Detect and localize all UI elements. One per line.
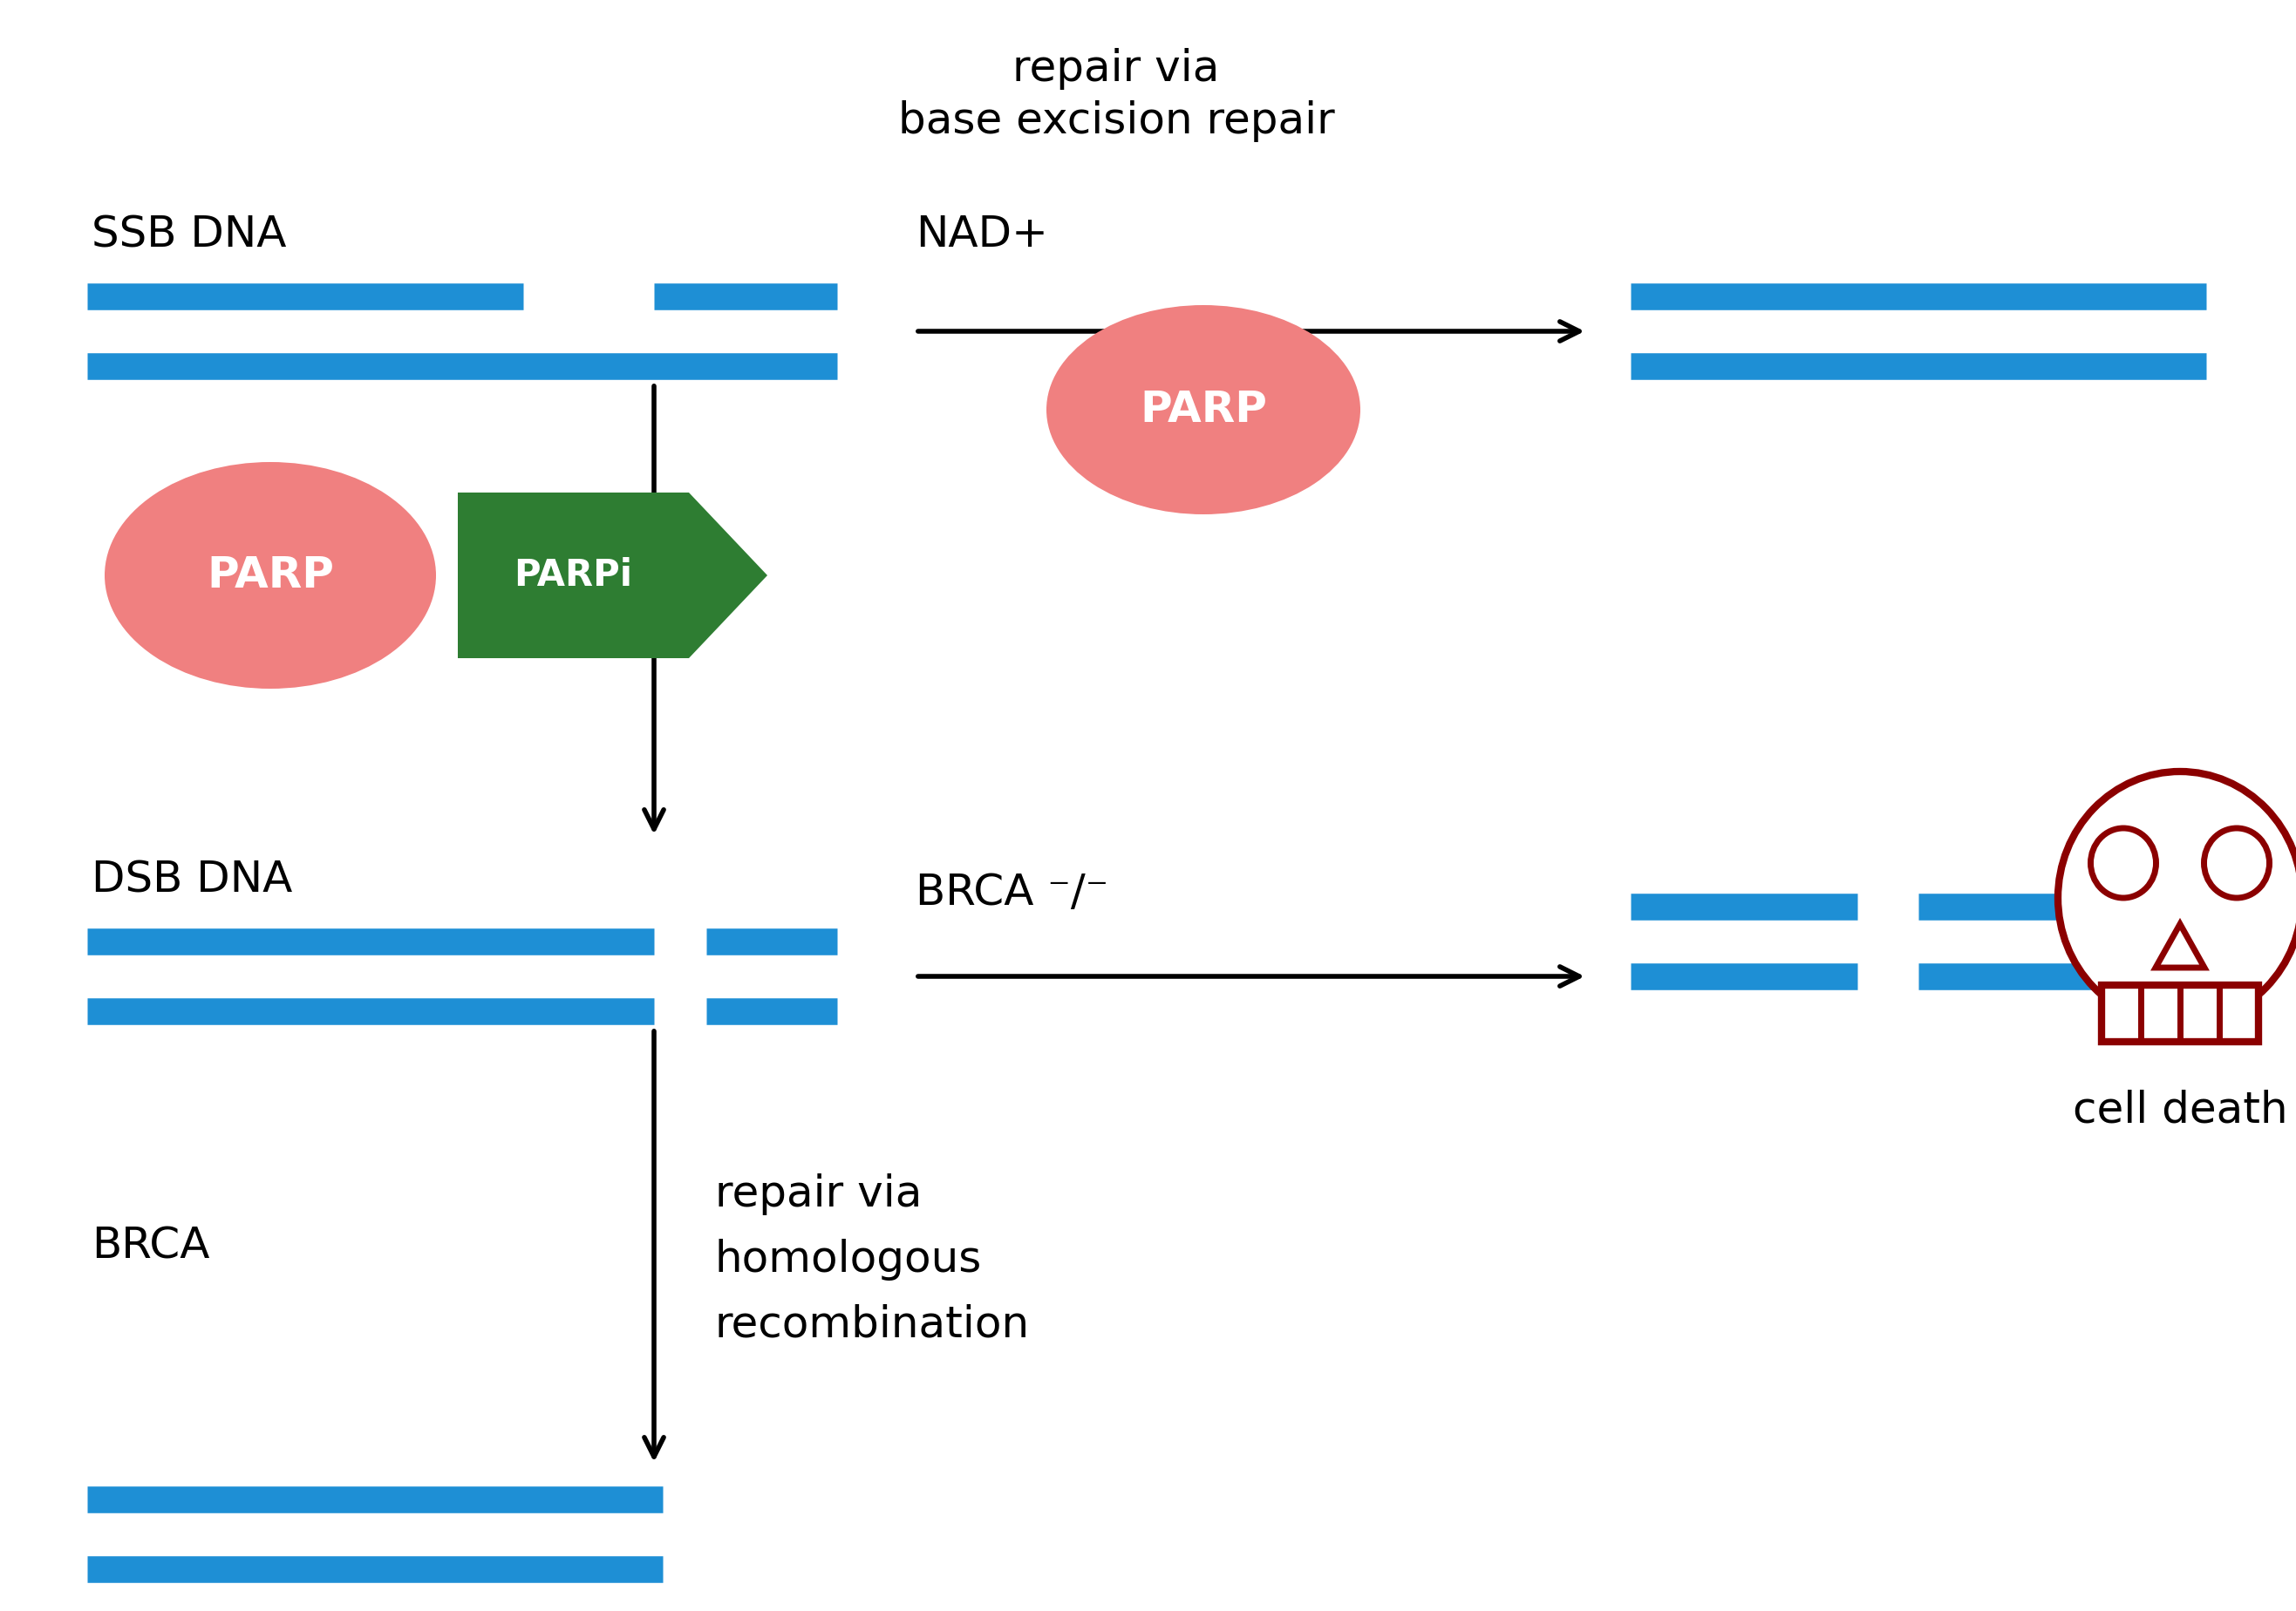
- Ellipse shape: [106, 462, 436, 688]
- Text: NAD+: NAD+: [916, 214, 1047, 256]
- Text: repair via: repair via: [714, 1173, 923, 1215]
- FancyBboxPatch shape: [457, 493, 689, 659]
- Text: PARPi: PARPi: [514, 557, 634, 594]
- Text: repair via: repair via: [1013, 48, 1219, 90]
- Text: DSB DNA: DSB DNA: [92, 859, 292, 901]
- Text: cell death: cell death: [2073, 1089, 2287, 1131]
- Polygon shape: [2156, 925, 2204, 968]
- Text: PARP: PARP: [1139, 388, 1267, 430]
- Ellipse shape: [2057, 772, 2296, 1025]
- Ellipse shape: [2204, 828, 2268, 897]
- FancyBboxPatch shape: [2101, 984, 2259, 1042]
- Text: SSB DNA: SSB DNA: [92, 214, 287, 256]
- Text: BRCA: BRCA: [92, 1226, 209, 1268]
- Ellipse shape: [2092, 828, 2156, 897]
- Text: base excision repair: base excision repair: [898, 100, 1334, 142]
- Text: BRCA ⁻/⁻: BRCA ⁻/⁻: [916, 872, 1109, 913]
- Ellipse shape: [1047, 304, 1359, 514]
- Text: recombination: recombination: [714, 1305, 1031, 1345]
- Polygon shape: [689, 493, 767, 659]
- Text: homologous: homologous: [714, 1239, 983, 1281]
- Text: PARP: PARP: [207, 554, 333, 596]
